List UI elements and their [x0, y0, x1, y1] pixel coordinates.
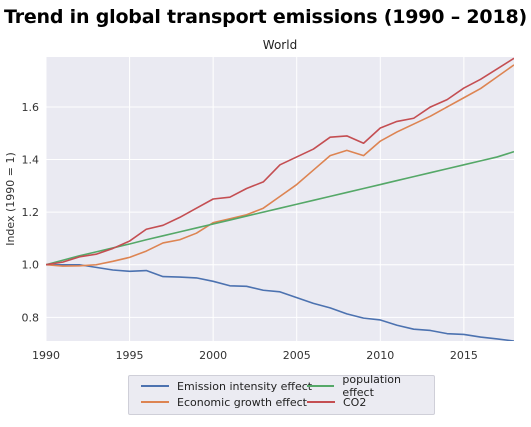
- x-tick-label: 2000: [199, 349, 227, 362]
- series-line-population-effect: [46, 150, 514, 266]
- series-line-economic-growth-effect: [46, 64, 514, 267]
- chart-title: Trend in global transport emissions (199…: [4, 6, 527, 28]
- series-line-co2: [46, 57, 514, 266]
- x-tick-label: 2005: [283, 349, 311, 362]
- legend-item-co2: CO2: [307, 394, 366, 410]
- series-line-emission-intensity-effect: [46, 263, 514, 341]
- line-chart: 1990 1995 2000 2005 2010 20150.81.01.21.41.6 …: [4, 57, 514, 362]
- legend-swatch: [307, 385, 335, 387]
- y-axis-label: Index (1990 = 1): [4, 152, 17, 246]
- legend-swatch: [307, 401, 335, 403]
- legend-label: Economic growth effect: [177, 395, 307, 409]
- legend-item-emission-intensity: Emission intensity effect: [141, 378, 312, 394]
- y-tick-label: 1.0: [22, 259, 40, 272]
- x-tick-label: 2015: [450, 349, 478, 362]
- tick-labels: 1990 1995 2000 2005 2010 2015 0.8 1.0 1.2 1.4 1.6: [22, 101, 478, 362]
- legend-label: population effect: [342, 373, 401, 399]
- plot-area: [46, 57, 514, 341]
- legend-swatch: [141, 401, 169, 403]
- legend-swatch: [141, 385, 169, 387]
- x-tick-label: 1995: [116, 349, 144, 362]
- y-tick-label: 1.4: [22, 154, 40, 167]
- y-tick-label: 1.2: [22, 206, 40, 219]
- chart-subtitle: World: [262, 38, 298, 52]
- x-tick-label: 2010: [366, 349, 394, 362]
- chart-legend: Emission intensity effect Economic growt…: [128, 373, 435, 415]
- y-tick-label: 0.8: [22, 311, 40, 324]
- x-tick-label: 1990: [32, 349, 60, 362]
- grid-lines: [45, 57, 514, 341]
- y-tick-label: 1.6: [22, 101, 40, 114]
- legend-label: CO2: [343, 395, 367, 409]
- series-layer: [46, 57, 514, 341]
- legend-item-population: population effect: [307, 373, 434, 399]
- legend-label: Emission intensity effect: [177, 379, 313, 393]
- legend-item-economic-growth: Economic growth effect: [141, 394, 307, 410]
